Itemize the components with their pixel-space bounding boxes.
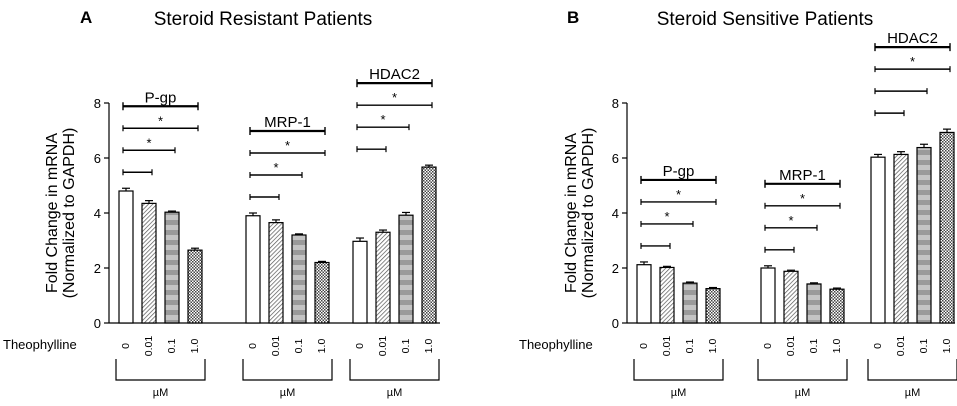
panel-b-y-tick-label: 2 [612, 261, 619, 276]
panel-a-group-hdac2-significance-star: * [392, 90, 397, 105]
panel-a-group-p-gp-unit-label: µM [153, 387, 169, 399]
panel-a-group-p-gp-dose-label: 0.1 [166, 339, 178, 354]
panel-b-group-hdac2-unit-bracket [867, 359, 957, 381]
panel-a-group-mrp-1-bar [291, 234, 307, 324]
panel-a-group-hdac2-bar [352, 240, 368, 324]
panel-b-group-p-gp-dose-label: 0 [638, 343, 650, 349]
panel-a-group-p-gp-name: P-gp [145, 89, 177, 106]
panel-a-group-hdac2-dose-label: 1.0 [423, 339, 435, 354]
panel-b-group-p-gp-dose-label: 0.01 [661, 336, 673, 357]
panel-b-group-mrp-1-significance-star: * [788, 213, 793, 228]
panel-b-group-mrp-1-bar [829, 288, 845, 324]
panel-b-y-tick-label: 0 [612, 316, 619, 331]
panel-b-group-hdac2-bar [893, 153, 909, 324]
panel-a-group-p-gp-unit-bracket [115, 359, 206, 381]
panel-a-group-p-gp-bar [164, 211, 180, 324]
panel-a-group-p-gp-bar [141, 202, 157, 324]
panel-a-group-p-gp-dose-label: 0.01 [143, 336, 155, 357]
panel-b-y-tick-label: 6 [612, 151, 619, 166]
panel-b-group-mrp-1-name: MRP-1 [779, 167, 826, 184]
panel-a-group-hdac2-dose-label: 0.1 [400, 339, 412, 354]
panel-b-group-hdac2-dose-label: 0.01 [895, 336, 907, 357]
panel-a-group-hdac2-unit-bracket [349, 359, 440, 381]
panel-b-group-mrp-1-bar [783, 270, 799, 324]
panel-a-group-p-gp-significance-star: * [146, 135, 151, 150]
panel-a-group-mrp-1-dose-label: 0 [247, 343, 259, 349]
panel-b-group-p-gp-significance-star: * [676, 187, 681, 202]
panel-b-label: B [567, 8, 579, 27]
panel-b-group-p-gp-bar [636, 264, 652, 324]
panel-a-group-hdac2-dose-label: 0.01 [377, 336, 389, 357]
panel-a-group-mrp-1-significance-star: * [273, 160, 278, 175]
panel-b-group-mrp-1-unit-label: µM [795, 387, 811, 399]
panel-a-group-p-gp-dose-label: 1.0 [189, 339, 201, 354]
panel-b-group-p-gp-bar [705, 288, 721, 324]
panel-b-group-p-gp-bar [659, 266, 675, 324]
panel-b-group-mrp-1-unit-bracket [757, 359, 848, 381]
panel-a-group-mrp-1-unit-bracket [242, 359, 333, 381]
panel-a-group-hdac2-unit-label: µM [387, 387, 403, 399]
panel-b-group-p-gp-bar [682, 282, 698, 324]
panel-b-group-mrp-1-bar [760, 267, 776, 324]
panel-a-group-p-gp-bar [118, 190, 134, 324]
panel-a-group-p-gp-bar [187, 249, 203, 324]
panel-b-ylabel-line1: Fold Change in mRNA [563, 133, 580, 293]
panel-a-group-mrp-1-bar [268, 222, 284, 324]
panel-b-ylabel-line2: (Normalized to GAPDH) [580, 128, 597, 299]
panel-b-group-mrp-1-dose-label: 1.0 [831, 339, 843, 354]
panel-b-group-mrp-1-dose-label: 0.01 [785, 336, 797, 357]
panel-a-group-hdac2-name: HDAC2 [369, 66, 420, 83]
panel-a-group-mrp-1-unit-label: µM [280, 387, 296, 399]
panel-a-y-tick-label: 4 [94, 206, 101, 221]
panel-a-group-mrp-1-bar [314, 261, 330, 324]
panel-b-group-p-gp-dose-label: 1.0 [707, 339, 719, 354]
panel-a-title: Steroid Resistant Patients [154, 9, 373, 30]
panel-a-row-label: Theophylline [3, 337, 77, 352]
panel-a-ylabel-line2: (Normalized to GAPDH) [61, 128, 78, 299]
panel-a-group-mrp-1-bar [245, 215, 261, 324]
panel-a-group-hdac2-bar [375, 231, 391, 324]
panel-b-group-hdac2-dose-label: 0 [872, 343, 884, 349]
panel-a-group-hdac2-bar [421, 166, 437, 324]
panel-b-group-p-gp-dose-label: 0.1 [684, 339, 696, 354]
panel-a-group-mrp-1-significance-star: * [285, 138, 290, 153]
panel-a-group-p-gp-significance-star: * [158, 113, 163, 128]
panel-a-group-hdac2-bar [398, 214, 414, 324]
panel-b-title: Steroid Sensitive Patients [657, 9, 874, 30]
panel-b-group-hdac2-dose-label: 0.1 [918, 339, 930, 354]
panel-b-y-tick-label: 4 [612, 206, 619, 221]
panel-a-group-mrp-1-dose-label: 0.1 [293, 339, 305, 354]
panel-b-group-p-gp-unit-label: µM [671, 387, 687, 399]
panel-b-row-label: Theophylline [519, 337, 593, 352]
panel-a-group-hdac2-significance-star: * [380, 112, 385, 127]
panel-b-group-hdac2-unit-label: µM [905, 387, 921, 399]
panel-b-group-hdac2-bar [939, 131, 955, 324]
panel-b-group-p-gp-significance-star: * [664, 209, 669, 224]
panel-b-group-p-gp-unit-bracket [633, 359, 724, 381]
panel-a-group-hdac2-dose-label: 0 [354, 343, 366, 349]
panel-a-y-tick-label: 8 [94, 96, 101, 111]
panel-b-group-hdac2-dose-label: 1.0 [941, 339, 953, 354]
panel-b-group-p-gp-name: P-gp [663, 163, 695, 180]
panel-a-ylabel-line1: Fold Change in mRNA [44, 133, 61, 293]
panel-a-group-mrp-1-dose-label: 0.01 [270, 336, 282, 357]
panel-a-group-mrp-1-name: MRP-1 [264, 114, 311, 131]
panel-b-group-hdac2-significance-star: * [910, 54, 915, 69]
panel-b-group-hdac2-bar [916, 146, 932, 324]
panel-b-group-hdac2-name: HDAC2 [887, 30, 938, 47]
panel-a-group-p-gp-dose-label: 0 [120, 343, 132, 349]
panel-b-group-mrp-1-dose-label: 0.1 [808, 339, 820, 354]
panel-b-group-mrp-1-significance-star: * [800, 191, 805, 206]
panel-a-y-tick-label: 2 [94, 261, 101, 276]
panel-b-group-mrp-1-bar [806, 283, 822, 324]
panel-a-y-tick-label: 0 [94, 316, 101, 331]
panel-b-group-hdac2-bar [870, 156, 886, 324]
panel-b-y-tick-label: 8 [612, 96, 619, 111]
panel-a-label: A [80, 8, 92, 27]
panel-a-group-mrp-1-dose-label: 1.0 [316, 339, 328, 354]
panel-a-y-tick-label: 6 [94, 151, 101, 166]
panel-b-group-mrp-1-dose-label: 0 [762, 343, 774, 349]
